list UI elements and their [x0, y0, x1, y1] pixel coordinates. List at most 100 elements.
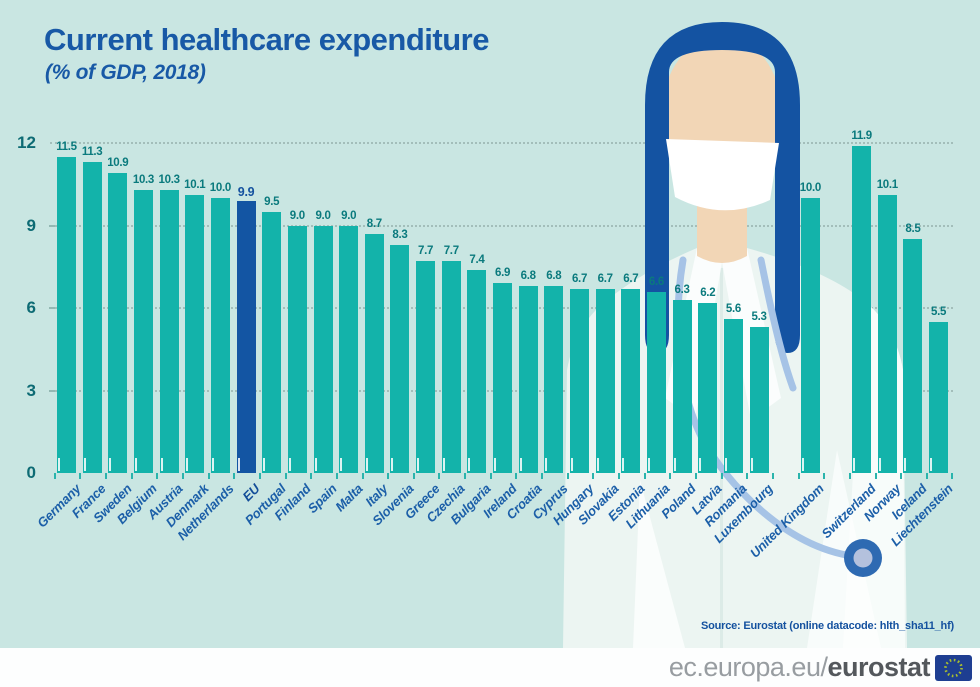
bar-italy — [364, 233, 384, 473]
page-title: Current healthcare expenditure — [44, 22, 489, 57]
baseline-tick — [750, 458, 753, 471]
bar-value-label: 7.7 — [418, 245, 434, 258]
x-axis-tick — [53, 473, 56, 479]
bar-value-label: 11.5 — [56, 140, 77, 153]
baseline-tick — [699, 458, 702, 471]
x-axis-tick — [284, 473, 287, 479]
bar-france — [82, 162, 102, 473]
baseline-tick — [109, 458, 112, 471]
bar-value-label: 9.0 — [289, 209, 305, 222]
x-axis-tick — [156, 473, 159, 479]
bar-value-label: 10.3 — [158, 173, 180, 186]
x-axis-tick — [541, 473, 544, 479]
page-subtitle: (% of GDP, 2018) — [45, 61, 206, 84]
gridline-9 — [50, 224, 953, 227]
bar-value-label: 10.0 — [799, 182, 821, 194]
bar-value-label: 10.3 — [132, 173, 155, 186]
bar-estonia — [621, 288, 641, 473]
bar-austria — [159, 189, 179, 473]
x-axis-tick — [694, 473, 697, 479]
y-axis-label: 3 — [26, 380, 36, 400]
bar-value-label: 9.5 — [264, 195, 280, 208]
bar-latvia — [698, 302, 718, 473]
x-axis-tick — [438, 473, 441, 479]
x-axis-tick — [720, 473, 723, 479]
bar-belgium — [133, 189, 153, 473]
x-axis-tick — [258, 473, 261, 479]
bar-value-label: 11.3 — [81, 146, 103, 159]
bar-hungary — [570, 288, 589, 473]
bar-spain — [313, 225, 333, 473]
bar-value-label: 6.8 — [520, 270, 536, 282]
baseline-tick — [365, 458, 368, 471]
x-axis-tick — [566, 473, 569, 479]
x-axis-tick — [79, 473, 82, 479]
baseline-tick — [340, 458, 343, 471]
bar-value-label: 6.9 — [495, 267, 511, 280]
x-axis-tick — [797, 473, 800, 479]
bar-value-label: 9.9 — [237, 184, 255, 199]
bar-value-label: 10.1 — [876, 179, 898, 192]
bar-cyprus — [544, 286, 564, 473]
x-axis-tick — [951, 473, 954, 479]
bar-value-label: 6.7 — [597, 272, 613, 285]
baseline-tick — [930, 458, 933, 471]
baseline-tick — [853, 458, 856, 471]
bar-value-label: 9.0 — [315, 209, 331, 222]
x-axis-tick — [592, 473, 595, 479]
bar-united-kingdom — [800, 198, 820, 473]
footer-url-bold: eurostat — [827, 652, 930, 682]
bar-czechia — [441, 261, 461, 473]
x-axis-tick — [130, 473, 133, 479]
baseline-tick — [545, 458, 548, 471]
x-axis-tick — [387, 473, 390, 479]
bar-value-label: 6.3 — [674, 283, 690, 296]
baseline-tick — [519, 458, 522, 471]
x-axis-tick — [823, 473, 826, 479]
bar-poland — [672, 299, 692, 473]
y-axis-tick — [49, 224, 55, 227]
baseline-tick — [186, 458, 189, 471]
y-axis-label: 9 — [26, 215, 36, 235]
x-axis-tick — [489, 473, 492, 479]
x-axis-tick — [335, 473, 338, 479]
bar-value-label: 7.4 — [469, 253, 485, 266]
bar-slovenia — [390, 244, 410, 473]
bar-netherlands — [210, 198, 230, 473]
bar-slovakia — [595, 288, 615, 473]
bar-malta — [339, 225, 359, 473]
bar-value-label: 10.0 — [209, 182, 231, 194]
bar-ireland — [493, 283, 513, 473]
bar-value-label: 6.7 — [571, 272, 588, 285]
bar-bulgaria — [467, 269, 487, 473]
x-axis-tick — [643, 473, 646, 479]
bar-lithuania — [646, 291, 666, 473]
y-axis-tick — [49, 307, 55, 309]
baseline-tick — [494, 458, 497, 471]
x-axis-tick — [515, 473, 518, 479]
bar-value-label: 10.9 — [107, 157, 129, 170]
bar-value-label: 6.6 — [648, 275, 664, 288]
bar-luxembourg — [749, 327, 769, 473]
y-axis-label: 12 — [17, 133, 36, 152]
footer-url-regular: ec.europa.eu/ — [668, 652, 828, 682]
bar-eu — [236, 200, 256, 473]
x-axis-tick — [310, 473, 313, 479]
y-axis-label: 0 — [26, 463, 36, 482]
baseline-tick — [391, 458, 394, 471]
baseline-tick — [801, 458, 804, 471]
x-axis-tick — [361, 473, 364, 479]
baseline-tick — [211, 458, 214, 471]
baseline-tick — [314, 458, 317, 471]
bar-value-label: 5.5 — [931, 305, 947, 318]
bar-value-label: 8.3 — [392, 228, 408, 241]
face-mask-icon — [666, 139, 779, 211]
y-axis-label: 6 — [26, 298, 36, 317]
baseline-tick — [673, 458, 676, 471]
baseline-tick — [724, 458, 727, 471]
baseline-tick — [622, 458, 625, 471]
x-axis-tick — [848, 473, 851, 479]
baseline-tick — [417, 458, 420, 471]
x-axis-tick — [618, 473, 620, 479]
